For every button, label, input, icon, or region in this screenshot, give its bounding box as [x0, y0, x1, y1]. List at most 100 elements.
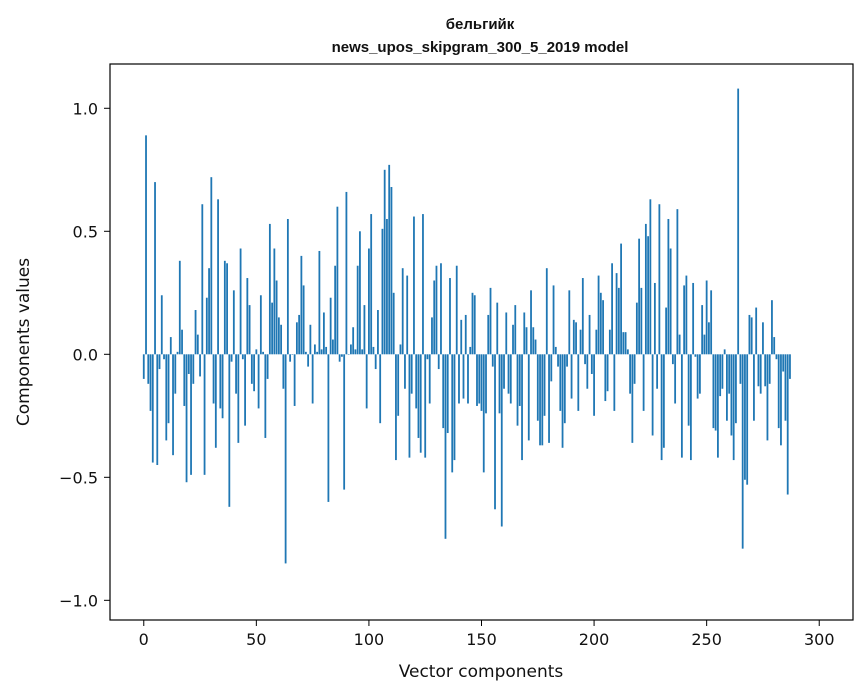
bar [559, 354, 562, 411]
bar [784, 354, 787, 421]
bar [300, 255, 303, 355]
bar [651, 354, 654, 436]
bar [377, 310, 379, 355]
bar [599, 292, 602, 355]
bar [368, 248, 370, 355]
bar [602, 300, 604, 355]
bar [640, 287, 643, 355]
bar [386, 218, 388, 355]
bar [786, 354, 789, 495]
bar [570, 354, 573, 399]
bar [302, 285, 305, 355]
bar [615, 273, 618, 355]
bar [514, 305, 517, 355]
bar [635, 302, 638, 355]
bar [595, 329, 598, 355]
bar [352, 327, 355, 355]
bar [219, 354, 222, 409]
bar [284, 354, 287, 564]
x-tick-label: 150 [466, 630, 497, 649]
bar [473, 295, 476, 355]
bar [489, 287, 492, 355]
bar [392, 292, 395, 355]
bar [728, 354, 731, 394]
bar [431, 317, 433, 355]
bar [239, 248, 242, 355]
bar [498, 354, 501, 414]
bar [336, 206, 339, 355]
bar [496, 302, 499, 355]
bar [748, 314, 751, 355]
bar [507, 354, 510, 394]
bar [730, 354, 733, 436]
bar [680, 354, 683, 458]
bar [500, 354, 503, 527]
bar [525, 327, 528, 355]
bar [487, 314, 490, 355]
bar [633, 354, 636, 384]
bar [401, 268, 404, 355]
bar [451, 354, 454, 473]
bar [201, 204, 204, 355]
bar [534, 339, 537, 355]
bar [176, 351, 179, 355]
bar [241, 354, 244, 360]
bar [194, 310, 197, 355]
bar [444, 354, 447, 539]
bar [577, 354, 580, 411]
bar [381, 228, 384, 355]
bar [606, 354, 609, 392]
bar [739, 354, 742, 384]
bar [163, 354, 165, 360]
bar [455, 265, 458, 355]
bar [545, 268, 548, 355]
bar [638, 238, 641, 355]
bar [383, 169, 386, 355]
bar [593, 354, 595, 416]
bar [550, 354, 553, 382]
bar [440, 263, 442, 355]
x-tick-label: 0 [139, 630, 149, 649]
bar [503, 354, 505, 389]
bar [205, 297, 208, 355]
bar [156, 354, 159, 466]
bar [658, 204, 661, 355]
bar [699, 354, 701, 394]
bar [617, 287, 620, 355]
bar [413, 216, 415, 355]
bar [356, 265, 359, 355]
y-tick-label: −1.0 [59, 591, 98, 610]
bar [649, 199, 652, 355]
bar [172, 354, 174, 456]
bar [275, 280, 278, 355]
bar [782, 354, 785, 372]
bar [350, 344, 352, 355]
bar [714, 354, 717, 431]
bar [313, 344, 316, 355]
bar [446, 354, 449, 434]
bar [322, 312, 325, 355]
x-tick-label: 300 [804, 630, 835, 649]
bar [181, 329, 183, 355]
bar [604, 354, 607, 402]
bar [449, 278, 451, 355]
bar [235, 354, 237, 394]
bar [347, 354, 350, 355]
bar [656, 354, 659, 389]
bar [426, 354, 429, 360]
bar [732, 354, 735, 461]
bar [584, 354, 586, 365]
bar [568, 290, 571, 355]
bar [280, 324, 283, 355]
bar [789, 354, 791, 379]
bar [626, 349, 629, 355]
bar [579, 329, 582, 355]
bar [768, 354, 771, 384]
bar [417, 354, 420, 438]
x-axis-label: Vector components [399, 662, 564, 682]
bar [557, 354, 559, 367]
bar [712, 354, 715, 429]
bar [325, 346, 328, 355]
bar [295, 322, 298, 355]
